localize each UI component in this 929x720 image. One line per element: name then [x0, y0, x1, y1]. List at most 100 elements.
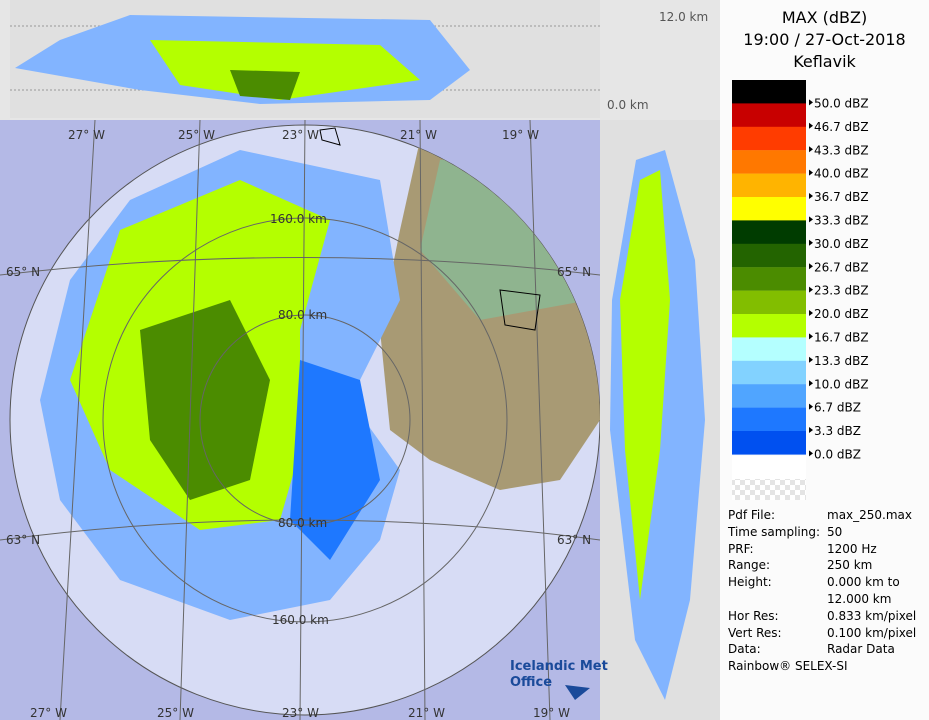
range-label: 160.0 km — [272, 613, 329, 627]
legend-label: 20.0 dBZ — [814, 307, 869, 321]
color-legend: 50.0 dBZ 46.7 dBZ 43.3 dBZ 40.0 dBZ 36.7 dBZ… — [732, 80, 869, 500]
echo — [140, 300, 270, 500]
height-label: 12.0 km — [659, 10, 708, 24]
legend-label: 10.0 dBZ — [814, 377, 869, 391]
info-value: 0.833 km/pixel — [827, 608, 917, 623]
legend-band — [732, 360, 806, 385]
range-label: 80.0 km — [278, 516, 327, 530]
lon-label: 23° W — [282, 706, 319, 720]
legend-tick — [809, 216, 813, 223]
info-value: Radar Data — [827, 642, 895, 657]
info-key: Time sampling: — [728, 524, 821, 539]
legend-band — [732, 290, 806, 315]
info-key: PRF: — [728, 541, 754, 556]
legend-band — [732, 197, 806, 221]
legend-label: 46.7 dBZ — [814, 120, 869, 134]
legend-tick — [809, 403, 813, 410]
legend-tick — [809, 169, 813, 176]
time: 19:00 / 27-Oct-2018 — [743, 30, 906, 49]
legend-tick — [809, 99, 813, 106]
legend-tick — [809, 193, 813, 199]
legend-band — [732, 314, 806, 338]
legend-band — [732, 126, 806, 151]
info-row: Data: Radar Data — [728, 642, 916, 659]
info-value: 50 — [827, 524, 843, 539]
logo-text: Icelandic Met — [510, 659, 608, 674]
legend-band — [732, 220, 806, 244]
lon-label: 21° W — [408, 706, 445, 720]
legend-band — [732, 173, 806, 198]
info-row: Hor Res: 0.833 km/pixel — [728, 609, 916, 626]
info-row: PRF: 1200 Hz — [728, 542, 916, 559]
info-value: 12.000 km — [827, 591, 892, 606]
info-row: 12.000 km — [728, 592, 916, 609]
legend-label: 36.7 dBZ — [814, 190, 869, 204]
legend-tick — [809, 310, 813, 316]
legend-tick — [809, 356, 813, 363]
legend-label: 40.0 dBZ — [814, 167, 869, 181]
legend-label: 33.3 dBZ — [814, 214, 869, 228]
lon-label: 19° W — [533, 706, 570, 720]
legend-tick — [809, 122, 813, 129]
legend-tick — [809, 450, 813, 457]
title: MAX (dBZ) — [781, 8, 868, 27]
legend-panel: MAX (dBZ) 19:00 / 27-Oct-2018 Keflavik 5… — [720, 0, 929, 720]
info-value: 0.000 km to — [827, 575, 900, 590]
legend-tick — [809, 146, 813, 153]
legend-tick — [809, 286, 813, 293]
legend-label: 30.0 dBZ — [814, 237, 869, 251]
legend-band — [732, 456, 806, 479]
legend-label: 50.0 dBZ — [814, 97, 869, 111]
info-key: Data: — [728, 642, 761, 657]
legend-label: 16.7 dBZ — [814, 331, 869, 345]
legend-label: 23.3 dBZ — [814, 284, 869, 298]
range-label: 160.0 km — [270, 212, 327, 226]
logo-mark — [565, 685, 590, 700]
info-row: Height: 0.000 km to — [728, 575, 916, 592]
lon-label: 23° W — [282, 128, 319, 142]
top-echo — [230, 70, 300, 100]
legend-label: 6.7 dBZ — [814, 401, 861, 415]
legend-band — [732, 267, 806, 291]
info-key: Hor Res: — [728, 608, 779, 623]
legend-band — [732, 431, 806, 455]
lon-label: 27° W — [68, 128, 105, 142]
lon-label: 21° W — [400, 128, 437, 142]
legend-band — [732, 80, 806, 104]
lon-label: 27° W — [30, 706, 67, 720]
info-row: Range: 250 km — [728, 558, 916, 575]
height-label: 0.0 km — [607, 98, 649, 112]
glacier — [319, 127, 541, 331]
legend-tick — [809, 239, 813, 246]
legend-band — [732, 103, 806, 127]
info-key: Range: — [728, 558, 771, 573]
lat-label: 63° N — [6, 533, 40, 547]
top-echo — [150, 40, 420, 100]
lat-label: 65° N — [557, 265, 591, 279]
legend-band — [732, 337, 806, 361]
legend-band — [732, 384, 806, 408]
legend-label: 43.3 dBZ — [814, 143, 869, 157]
lon-label: 25° W — [157, 706, 194, 720]
info-key: Vert Res: — [728, 625, 782, 640]
echo — [290, 360, 380, 560]
footer: Rainbow® SELEX-SI — [728, 659, 848, 674]
legend-label: 13.3 dBZ — [814, 354, 869, 368]
info-value: 250 km — [827, 558, 873, 573]
info-row: Pdf File: max_250.max — [728, 508, 916, 525]
logo-text: Office — [510, 675, 552, 690]
range-label: 80.0 km — [278, 308, 327, 322]
radar-map: 27° W 25° W 23° W 21° W 19° W 27° W 25° W 23° W… — [0, 0, 720, 720]
info-value: 1200 Hz — [827, 541, 877, 556]
legend-tick — [809, 427, 813, 433]
lat-label: 65° N — [6, 265, 40, 279]
legend-band — [732, 243, 806, 268]
legend-label: 26.7 dBZ — [814, 260, 869, 274]
lon-label: 19° W — [502, 128, 539, 142]
legend-band — [732, 150, 806, 174]
lon-label: 25° W — [178, 128, 215, 142]
legend-band — [732, 479, 806, 500]
legend-label: 3.3 dBZ — [814, 424, 861, 438]
info-row: Vert Res: 0.100 km/pixel — [728, 626, 916, 643]
